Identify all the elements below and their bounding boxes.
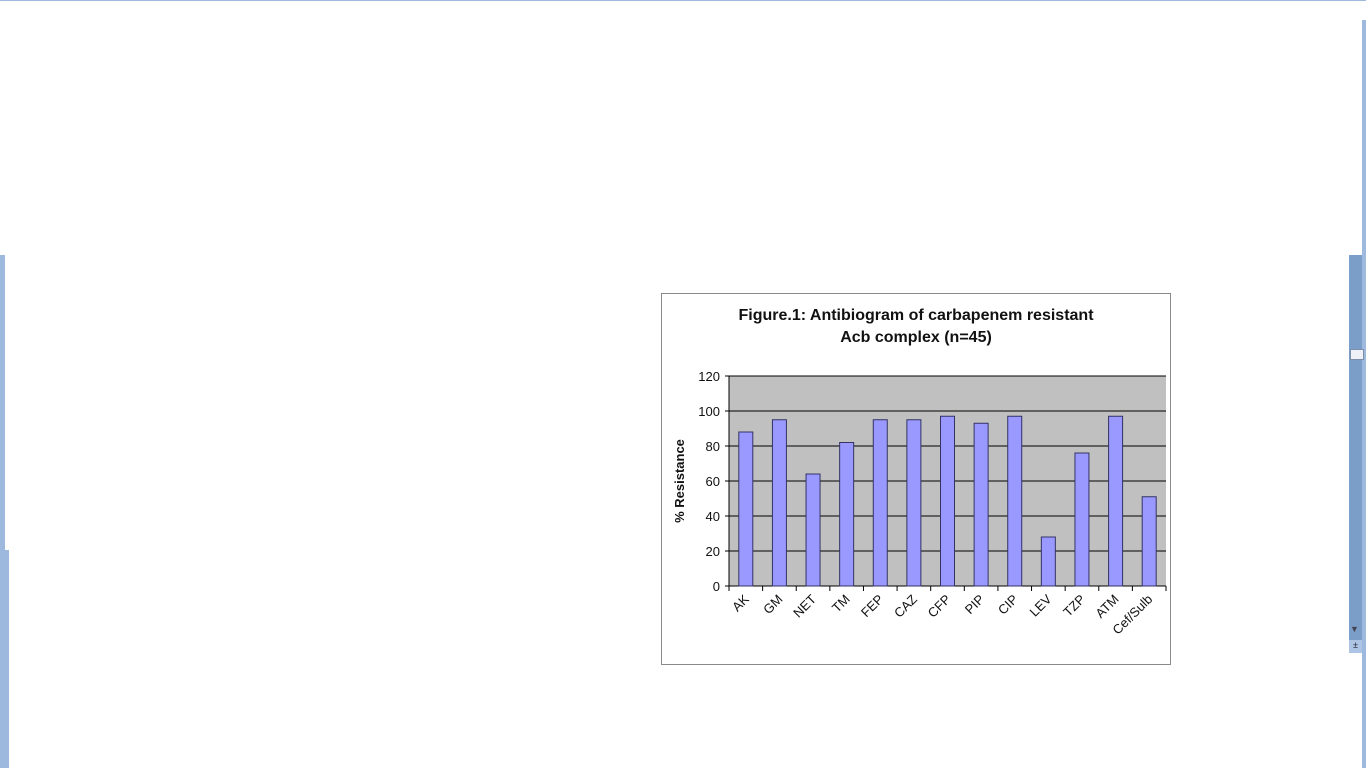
bar-cfp: [940, 415, 955, 587]
x-tick-label: ATM: [1092, 592, 1121, 621]
vertical-scrollbar[interactable]: [1349, 255, 1362, 640]
x-tick-label: CFP: [925, 592, 954, 621]
bar-tm: [839, 442, 855, 587]
y-tick-label: 60: [706, 474, 720, 489]
y-tick-label: 120: [698, 369, 720, 384]
x-tick-label: TZP: [1060, 592, 1088, 620]
x-tick-label: PIP: [962, 592, 987, 617]
bar-net: [805, 473, 821, 587]
bar-gm: [771, 419, 787, 587]
window-top-edge: [0, 0, 1366, 1]
y-tick-label: 100: [698, 404, 720, 419]
x-tick-label: NET: [790, 591, 819, 620]
chart: Figure.1: Antibiogram of carbapenem resi…: [661, 293, 1171, 665]
x-tick-label: TM: [829, 592, 853, 616]
bar-plot: 0 20 40 60 80 100 120 AK GM NET TM FEP CAZ CFP PIP CIP L…: [672, 369, 1167, 637]
previous-page-icon[interactable]: ±: [1349, 640, 1362, 653]
bar-lev: [1040, 536, 1056, 587]
x-tick-label: AK: [729, 591, 752, 614]
y-tick-label: 40: [706, 509, 720, 524]
x-tick-label: GM: [760, 592, 785, 617]
bar-cip: [1007, 415, 1023, 587]
bar-atm: [1108, 415, 1124, 587]
chart-title: Figure.1: Antibiogram of carbapenem resi…: [738, 307, 1094, 324]
window-left-edge-lower: [0, 550, 9, 768]
x-tick-label: LEV: [1026, 591, 1054, 619]
y-tick-label: 0: [713, 579, 720, 594]
y-axis-label: % Resistance: [672, 439, 687, 523]
chevron-down-icon[interactable]: ▼: [1350, 624, 1359, 634]
bar-tzp: [1074, 452, 1090, 587]
chart-title-line2: Acb complex (n=45): [840, 329, 992, 346]
bar-pip: [973, 422, 989, 587]
bar-cef-sulb: [1141, 496, 1157, 587]
x-tick-label: FEP: [858, 592, 886, 620]
bar-ak: [738, 431, 754, 587]
x-tick-label: CAZ: [891, 591, 920, 620]
window-left-edge: [0, 255, 5, 550]
x-tick-label: CIP: [995, 592, 1021, 618]
bar-fep: [872, 419, 888, 587]
scroll-thumb-icon[interactable]: [1350, 349, 1364, 360]
bar-caz: [906, 419, 922, 587]
window-right-edge: [1362, 20, 1366, 768]
y-tick-label: 20: [706, 544, 720, 559]
y-tick-label: 80: [706, 439, 720, 454]
